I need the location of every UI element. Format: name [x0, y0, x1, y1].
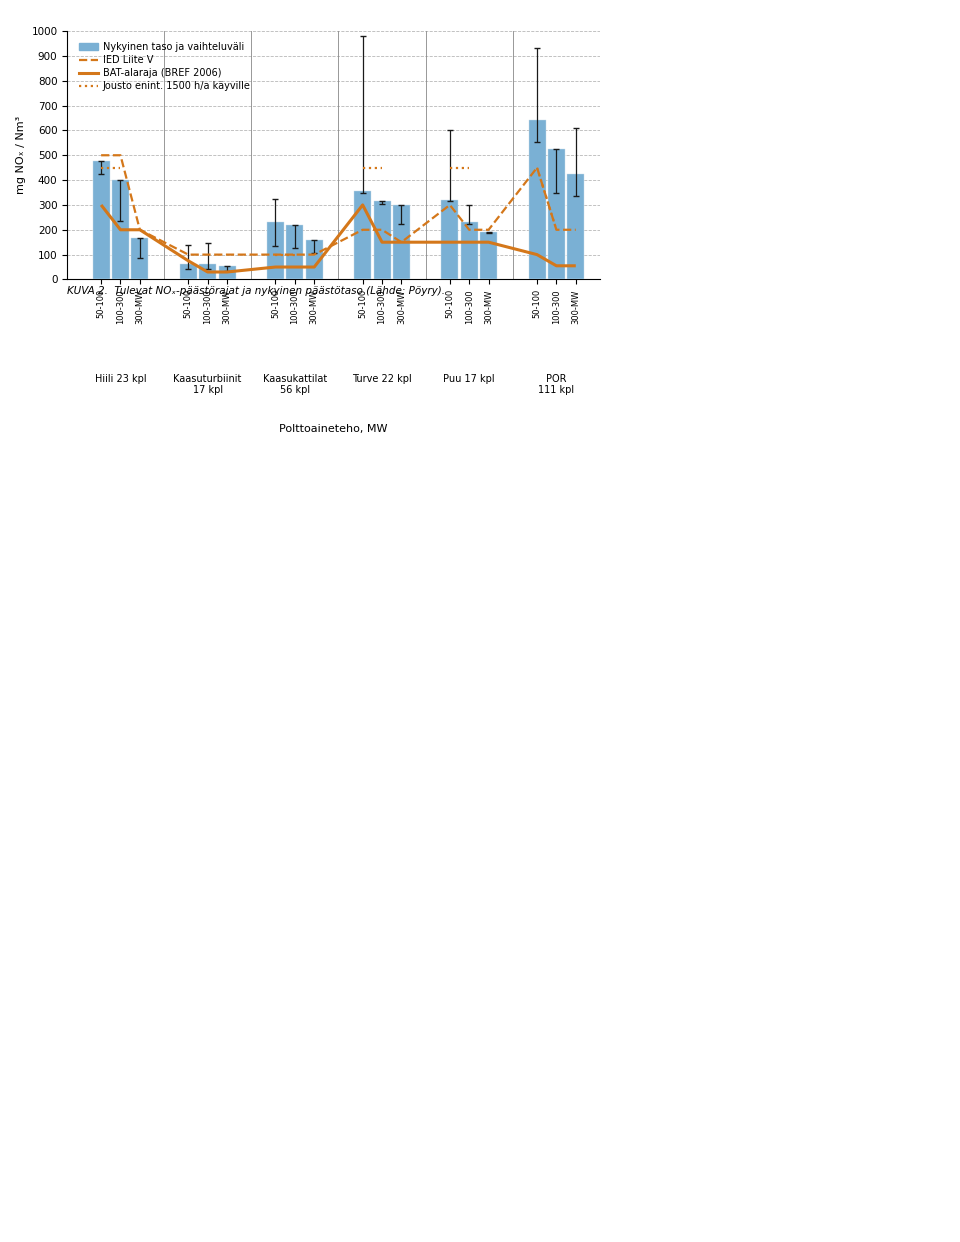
Y-axis label: mg NOₓ / Nm³: mg NOₓ / Nm³ — [15, 116, 26, 195]
Bar — [442, 200, 458, 279]
Legend: Nykyinen taso ja vaihteluväli, IED Liite V, BAT-alaraja (BREF 2006), Jousto enin: Nykyinen taso ja vaihteluväli, IED Liite… — [75, 39, 254, 94]
Bar — [267, 222, 284, 279]
Bar — [305, 240, 323, 279]
Bar — [92, 161, 109, 279]
Text: Kaasukattilat
56 kpl: Kaasukattilat 56 kpl — [263, 374, 327, 395]
Bar — [529, 120, 545, 279]
Text: Kaasuturbiinit
17 kpl: Kaasuturbiinit 17 kpl — [174, 374, 242, 395]
Text: Polttoaineteho, MW: Polttoaineteho, MW — [279, 424, 388, 433]
Bar — [286, 225, 303, 279]
Bar — [112, 180, 129, 279]
Bar — [180, 263, 197, 279]
Text: POR
111 kpl: POR 111 kpl — [539, 374, 574, 395]
Text: KUVA 2.  Tulevat NOₓ-päästörajat ja nykyinen päästötaso (Lähde: Pöyry).: KUVA 2. Tulevat NOₓ-päästörajat ja nykyi… — [67, 286, 445, 296]
Bar — [354, 191, 372, 279]
Bar — [480, 232, 497, 279]
Bar — [461, 222, 478, 279]
Text: Turve 22 kpl: Turve 22 kpl — [352, 374, 412, 384]
Bar — [393, 205, 410, 279]
Text: Hiili 23 kpl: Hiili 23 kpl — [95, 374, 146, 384]
Bar — [567, 174, 585, 279]
Bar — [548, 149, 564, 279]
Bar — [373, 201, 391, 279]
Bar — [219, 266, 235, 279]
Text: Puu 17 kpl: Puu 17 kpl — [444, 374, 495, 384]
Bar — [199, 263, 216, 279]
Bar — [132, 238, 149, 279]
